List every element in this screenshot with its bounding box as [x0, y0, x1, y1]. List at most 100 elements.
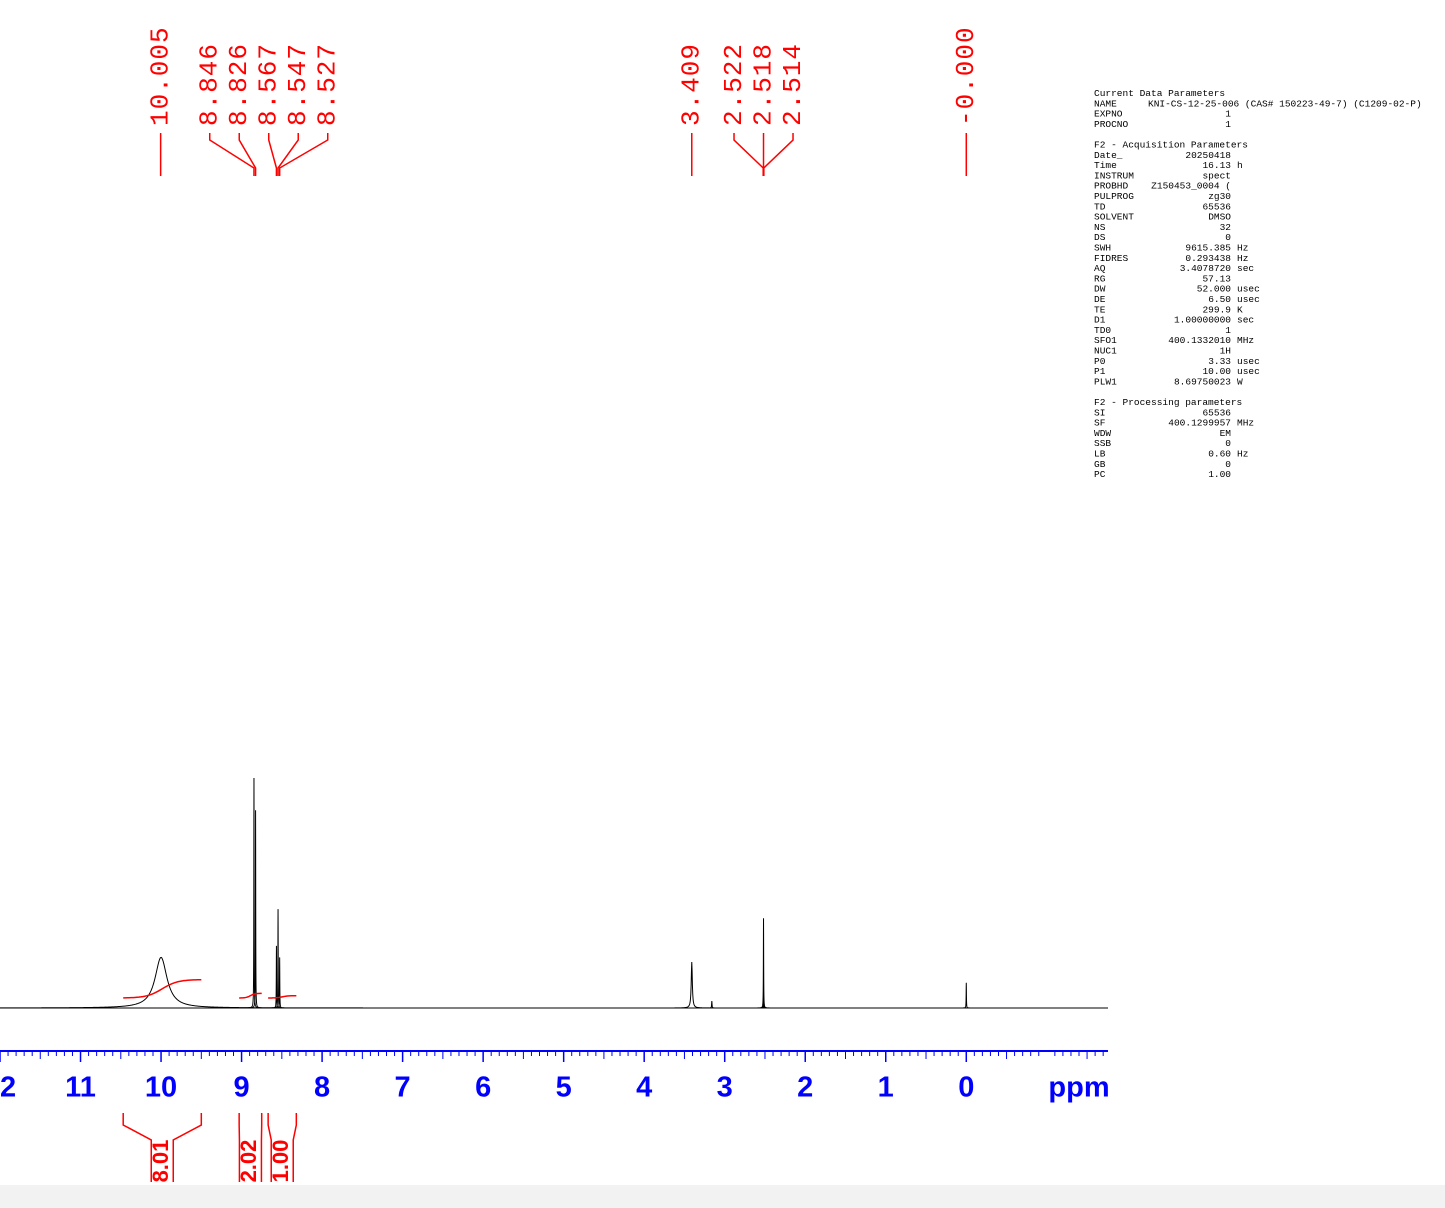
param-value: 65536 — [1202, 407, 1231, 418]
param-value: 400.1332010 — [1168, 335, 1231, 346]
param-unit: Hz — [1237, 253, 1248, 264]
x-tick-label: 0 — [958, 1072, 974, 1104]
param-key: NUC1 — [1094, 346, 1117, 357]
param-value: 1 — [1225, 109, 1231, 120]
param-unit: usec — [1237, 294, 1260, 305]
param-key: TD0 — [1094, 325, 1111, 336]
param-key: NAME — [1094, 98, 1117, 109]
peak-label: 2.522 — [719, 43, 749, 126]
param-key: FIDRES — [1094, 253, 1129, 264]
param-key: GB — [1094, 459, 1106, 470]
x-tick-label: 11 — [65, 1072, 96, 1104]
param-unit: usec — [1237, 356, 1260, 367]
param-value: spect — [1202, 170, 1231, 181]
peak — [702, 1001, 722, 1009]
param-value: 20250418 — [1185, 150, 1231, 161]
x-tick-label: 3 — [717, 1072, 733, 1104]
param-value: 1 — [1225, 325, 1231, 336]
param-unit: usec — [1237, 284, 1260, 295]
param-value: 1 — [1225, 119, 1231, 130]
param-value: 400.1299957 — [1168, 418, 1231, 429]
param-value: EM — [1220, 428, 1232, 439]
param-key: SSB — [1094, 438, 1111, 449]
param-value: 1H — [1220, 346, 1231, 357]
param-key: Time — [1094, 160, 1117, 171]
param-key: PC — [1094, 469, 1106, 480]
peak-label: 2.518 — [748, 43, 778, 126]
param-value: 8.69750023 — [1174, 376, 1231, 387]
param-value: zg30 — [1208, 191, 1231, 202]
param-key: DE — [1094, 294, 1106, 305]
peak-leader — [238, 133, 257, 176]
param-value: 6.50 — [1208, 294, 1231, 305]
peak-label: -0.000 — [951, 26, 981, 126]
param-key: SI — [1094, 407, 1105, 418]
integral-bracket — [267, 1113, 298, 1182]
param-value: Z150453_0004 ( — [1151, 181, 1231, 192]
peak-leader — [733, 133, 764, 176]
param-key: Date_ — [1094, 150, 1123, 161]
x-tick-label: 8 — [314, 1072, 330, 1104]
param-value: 3.33 — [1208, 356, 1231, 367]
param-unit: MHz — [1237, 418, 1254, 429]
param-key: NS — [1094, 222, 1106, 233]
param-key: PROBHD — [1094, 181, 1129, 192]
param-key: PULPROG — [1094, 191, 1134, 202]
integral-curve — [123, 978, 202, 999]
param-unit: MHz — [1237, 335, 1254, 346]
param-key: TE — [1094, 304, 1106, 315]
param-key: PLW1 — [1094, 376, 1117, 387]
x-axis-label: ppm — [1048, 1072, 1109, 1104]
x-tick-label: 10 — [145, 1072, 177, 1104]
param-key: P1 — [1094, 366, 1106, 377]
param-unit: Hz — [1237, 243, 1248, 254]
param-value: 3.4078720 — [1180, 263, 1232, 274]
param-unit: usec — [1237, 366, 1260, 377]
peak-leader — [278, 133, 329, 176]
peak — [249, 810, 263, 1009]
peak-label: 8.846 — [195, 43, 225, 126]
peak — [247, 777, 261, 1009]
param-section-title: Current Data Parameters — [1094, 88, 1225, 99]
param-value: 1.00000000 — [1174, 315, 1231, 326]
param-value: 299.9 — [1202, 304, 1231, 315]
param-key: AQ — [1094, 263, 1106, 274]
param-value: 1.00 — [1208, 469, 1231, 480]
param-key: SOLVENT — [1094, 212, 1134, 223]
param-key: EXPNO — [1094, 109, 1123, 120]
peak — [757, 918, 770, 1009]
x-tick-label: 1 — [878, 1072, 894, 1104]
peak — [757, 998, 771, 1009]
param-value: DMSO — [1208, 212, 1231, 223]
param-value: 0.293438 — [1185, 253, 1231, 264]
param-key: TD — [1094, 201, 1106, 212]
param-key: RG — [1094, 273, 1106, 284]
param-value: 65536 — [1202, 201, 1231, 212]
param-unit: sec — [1237, 263, 1254, 274]
integral-bracket — [122, 1113, 203, 1182]
param-key: DW — [1094, 284, 1106, 295]
x-tick-label: 12 — [0, 1072, 16, 1104]
peak-leader — [267, 133, 278, 176]
integral-curve — [268, 994, 297, 999]
x-tick-label: 7 — [395, 1072, 411, 1104]
param-value: 10.00 — [1202, 366, 1231, 377]
integral-label: 2.02 — [236, 1140, 261, 1183]
param-section-title: F2 - Acquisition Parameters — [1094, 140, 1248, 151]
param-value: 32 — [1220, 222, 1232, 233]
param-key: LB — [1094, 449, 1106, 460]
peak-label: 8.567 — [254, 43, 284, 126]
integral-bracket — [238, 1113, 263, 1182]
peak-leader — [277, 133, 299, 176]
window-footer — [0, 1185, 1445, 1208]
peak-label: 8.527 — [313, 43, 343, 126]
param-key: D1 — [1094, 315, 1106, 326]
param-value: 52.000 — [1197, 284, 1232, 295]
param-value: 0 — [1225, 232, 1231, 243]
peak — [0, 956, 451, 1009]
param-value: 0.60 — [1208, 449, 1231, 460]
param-unit: W — [1237, 376, 1243, 387]
x-tick-label: 9 — [233, 1072, 249, 1104]
